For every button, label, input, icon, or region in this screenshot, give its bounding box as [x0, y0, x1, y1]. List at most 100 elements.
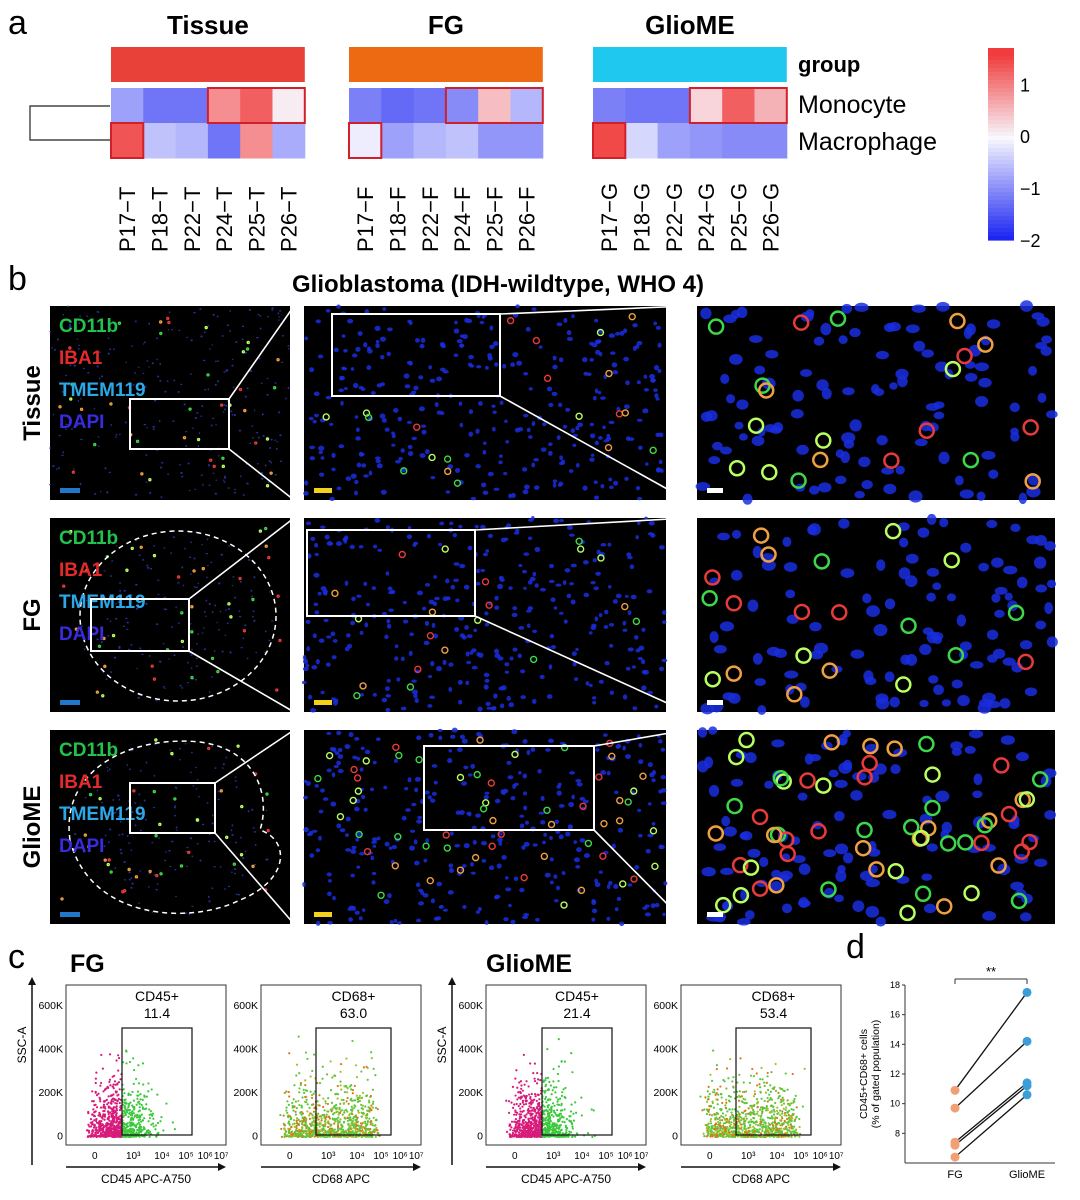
gate-box — [315, 1027, 392, 1136]
organoid-outline — [68, 740, 282, 915]
micrograph — [697, 513, 1058, 715]
imaging-row-fg: FG CD11b IBA1 TMEM119 DAPI — [19, 513, 1058, 715]
colorbar-segment — [988, 148, 1014, 153]
d-y-axis-label-2: (% of gated population) — [870, 1020, 882, 1129]
marker-label-iba1: IBA1 — [59, 348, 103, 369]
colorbar-segment — [988, 76, 1014, 81]
colorbar-segment — [988, 160, 1014, 165]
colorbar-segment — [988, 96, 1014, 101]
row-label-monocyte: Monocyte — [798, 91, 906, 119]
micrograph — [302, 727, 668, 927]
heatmap-cell — [240, 88, 273, 124]
svg-text:10⁴: 10⁴ — [154, 1151, 169, 1162]
sample-label: P22−F — [418, 187, 443, 252]
y-tick-label: 200K — [458, 1087, 483, 1099]
y-tick-label: 0 — [57, 1131, 63, 1143]
gliome-point — [1022, 1090, 1032, 1100]
colorbar-segment — [988, 140, 1014, 145]
heatmap-cell — [272, 88, 306, 124]
colorbar-segment — [988, 232, 1014, 237]
colorbar-segment — [988, 112, 1014, 117]
colorbar-segment — [988, 104, 1014, 109]
marker-label-tmem119: TMEM119 — [59, 380, 146, 401]
pair-line — [954, 1040, 1028, 1109]
d-y-tick-label: 14 — [890, 1039, 900, 1049]
heatmap-cell — [689, 88, 723, 124]
y-tick-label: 0 — [252, 1131, 258, 1143]
gate-name: CD45+ — [135, 988, 179, 1004]
organoid-outline — [79, 530, 277, 702]
heatmap-group-fg: FG P17−F P18−F P22−F P24−F P25−F P26−F — [348, 10, 544, 252]
fg-point — [950, 1085, 960, 1095]
highlight-box-monocyte — [444, 87, 544, 124]
d-y-tick-label: 18 — [890, 980, 900, 990]
zoom-box — [423, 745, 595, 831]
gate-box — [541, 1027, 613, 1136]
d-y-axis-label-1: CD45+CD68+ cells — [858, 1029, 870, 1119]
scale-bar — [60, 912, 80, 917]
y-tick-label: 600K — [458, 1000, 483, 1012]
heatmap-cell — [349, 88, 382, 124]
svg-text:10³: 10³ — [126, 1151, 141, 1162]
group-color-bar — [593, 47, 787, 82]
svg-text:10⁷: 10⁷ — [214, 1151, 229, 1162]
heatmap-cell — [625, 88, 659, 124]
colorbar-segment — [988, 72, 1014, 77]
panel-label-d: d — [846, 928, 865, 966]
panel-b: b Glioblastoma (IDH-wildtype, WHO 4) Tis… — [8, 260, 1058, 927]
scale-bar — [60, 488, 80, 493]
heatmap-cell — [478, 123, 511, 159]
colorbar-segment — [988, 64, 1014, 69]
heatmap-cell — [754, 123, 788, 159]
d-y-tick-label: 8 — [895, 1128, 900, 1138]
highlight-box-macrophage — [592, 122, 627, 159]
zoom-box — [331, 313, 501, 397]
heatmap-cell — [510, 123, 544, 159]
heatmap-cell — [478, 88, 511, 124]
x-axis-label: CD45 APC-A750 — [101, 1172, 191, 1186]
gliome-point — [1022, 987, 1032, 997]
svg-text:10³: 10³ — [321, 1151, 336, 1162]
imaging-row-label: Tissue — [19, 365, 46, 441]
micrograph — [301, 516, 668, 713]
colorbar-segment — [988, 192, 1014, 197]
colorbar-segment — [988, 196, 1014, 201]
scale-bar — [314, 912, 332, 917]
sample-label: P25−G — [726, 183, 751, 252]
heatmap-cell — [413, 123, 447, 159]
group-color-bar — [111, 47, 305, 82]
d-x-label-gliome: GlioME — [1009, 1169, 1045, 1181]
gate-value: 11.4 — [144, 1005, 170, 1021]
heatmap-cell — [689, 123, 723, 159]
flow-group-title: FG — [70, 950, 105, 978]
panel-d: d 8 10 12 14 16 18 CD45+CD68+ cells (% of gated… — [846, 928, 1055, 1181]
colorbar-segment — [988, 128, 1014, 133]
svg-text:10⁵: 10⁵ — [373, 1151, 388, 1162]
heatmap-cell — [445, 88, 479, 124]
heatmap-group-title: FG — [428, 10, 464, 40]
gliome-point — [1022, 1036, 1032, 1046]
heatmap-cell — [207, 88, 241, 124]
colorbar-segment — [988, 136, 1014, 141]
svg-text:10⁴: 10⁴ — [349, 1151, 364, 1162]
colorbar-segment — [988, 176, 1014, 181]
imaging-row-gliome: GlioME CD11b IBA1 TMEM119 DAPI — [19, 726, 1057, 927]
colorbar-segment — [988, 168, 1014, 173]
flow-group-title: GlioME — [486, 950, 572, 978]
marker-label-cd11b: CD11b — [59, 528, 118, 549]
y-tick-label: 600K — [38, 1000, 63, 1012]
colorbar-segment — [988, 144, 1014, 149]
colorbar-segment — [988, 216, 1014, 221]
heatmap-cell — [175, 88, 209, 124]
heatmap-cell — [510, 88, 544, 124]
zoom-box — [90, 598, 190, 652]
y-tick-label: 0 — [672, 1131, 678, 1143]
colorbar-segment — [988, 212, 1014, 217]
scale-bar — [707, 700, 723, 705]
panel-label-a: a — [8, 4, 27, 42]
marker-label-tmem119: TMEM119 — [59, 592, 146, 613]
y-tick-label: 200K — [653, 1087, 678, 1099]
svg-text:10⁶: 10⁶ — [198, 1151, 213, 1162]
